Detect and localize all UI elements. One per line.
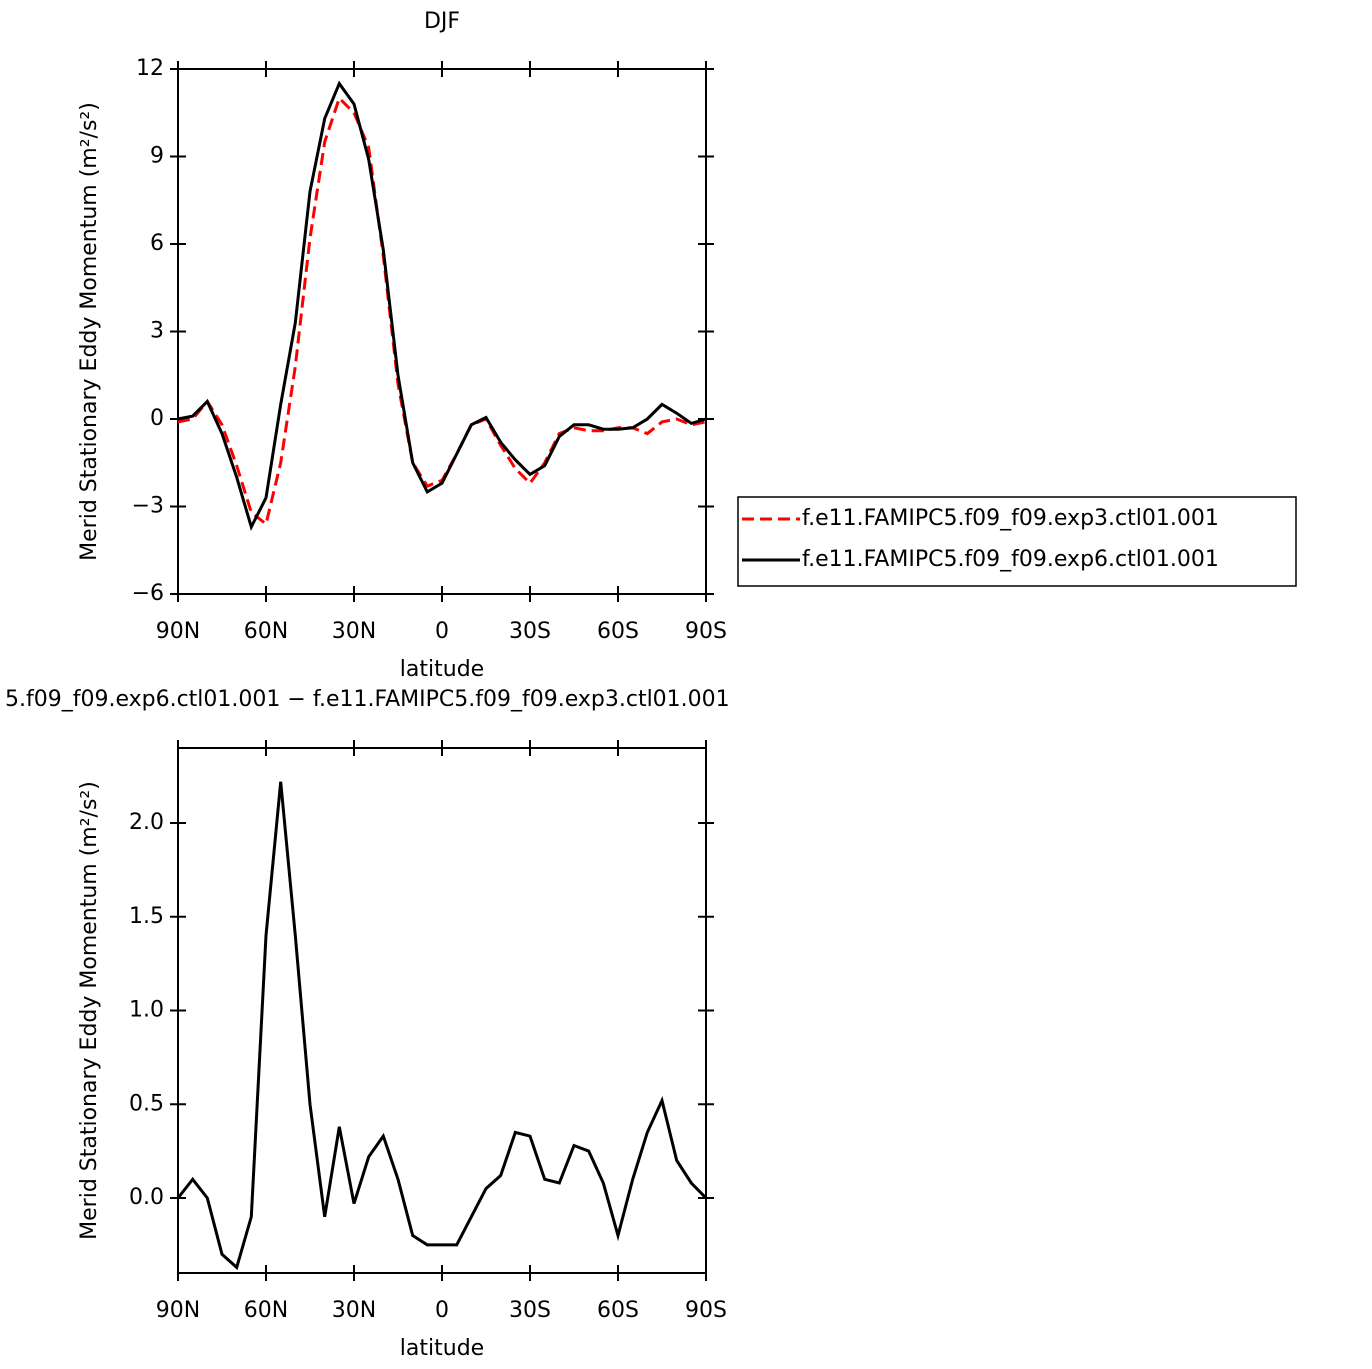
y-tick-label: 2.0 <box>129 810 164 835</box>
y-tick-label: 3 <box>150 319 164 344</box>
data-line <box>177 80 707 531</box>
y-tick-label: 1.5 <box>129 904 164 929</box>
x-tick-label: 90N <box>156 1298 200 1323</box>
chart-title: DJF <box>424 9 460 34</box>
y-tick-label: −3 <box>132 494 164 519</box>
x-tick-label: 30S <box>509 1298 551 1323</box>
y-axis-label: Merid Stationary Eddy Momentum (m²/s²) <box>77 102 102 561</box>
x-axis-label: latitude <box>400 657 484 682</box>
data-line <box>176 781 708 1271</box>
x-axis-label: latitude <box>400 1336 484 1361</box>
x-tick-label: 30N <box>332 619 376 644</box>
x-tick-label: 90S <box>685 1298 727 1323</box>
y-tick-label: 0.0 <box>129 1185 164 1210</box>
y-tick-label: 6 <box>150 231 164 256</box>
x-tick-label: 60S <box>597 619 639 644</box>
data-line <box>177 95 707 527</box>
x-tick-label: 0 <box>435 619 449 644</box>
y-tick-label: 12 <box>136 56 164 81</box>
y-tick-label: 1.0 <box>129 998 164 1023</box>
y-tick-label: 0 <box>150 406 164 431</box>
y-tick-label: −6 <box>132 581 164 606</box>
plot-frame <box>177 747 707 1274</box>
x-tick-label: 60N <box>244 619 288 644</box>
legend-label: f.e11.FAMIPC5.f09_f09.exp3.ctl01.001 <box>802 506 1219 531</box>
x-tick-label: 30S <box>509 619 551 644</box>
x-tick-label: 0 <box>435 1298 449 1323</box>
x-tick-label: 90S <box>685 619 727 644</box>
y-tick-label: 0.5 <box>129 1091 164 1116</box>
legend-box <box>737 496 1297 587</box>
x-tick-label: 60S <box>597 1298 639 1323</box>
y-axis-label: Merid Stationary Eddy Momentum (m²/s²) <box>77 781 102 1240</box>
legend-label: f.e11.FAMIPC5.f09_f09.exp6.ctl01.001 <box>802 547 1219 572</box>
x-tick-label: 60N <box>244 1298 288 1323</box>
chart-title: 5.f09_f09.exp6.ctl01.001 − f.e11.FAMIPC5… <box>5 687 730 712</box>
x-tick-label: 30N <box>332 1298 376 1323</box>
y-tick-label: 9 <box>150 144 164 169</box>
x-tick-label: 90N <box>156 619 200 644</box>
